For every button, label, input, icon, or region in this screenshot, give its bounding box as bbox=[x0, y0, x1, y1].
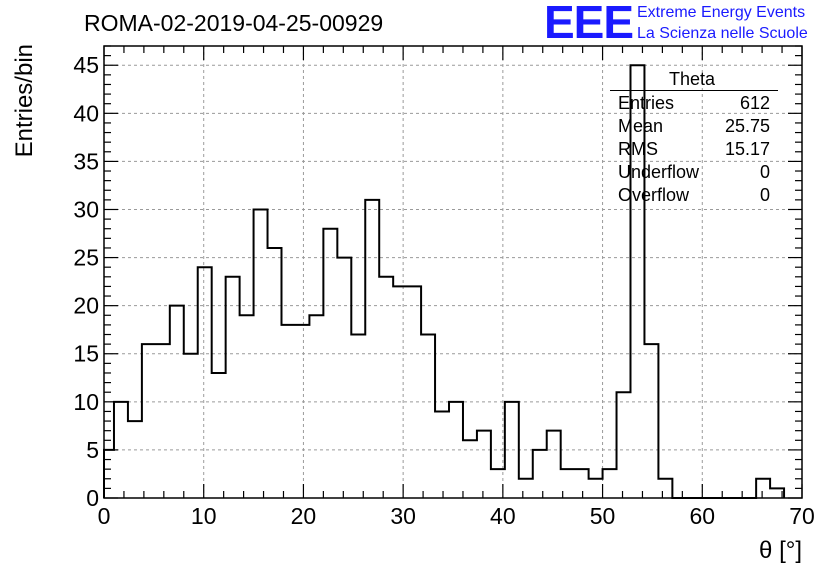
histogram-bin bbox=[658, 479, 672, 498]
y-tick-label: 40 bbox=[73, 100, 99, 126]
stats-row-entries: Entries 612 bbox=[618, 93, 770, 115]
stats-box-divider bbox=[610, 90, 778, 91]
histogram-bin bbox=[309, 315, 323, 498]
eee-logo: EEE Extreme Energy Events La Scienza nel… bbox=[540, 0, 836, 48]
histogram-bin bbox=[226, 277, 240, 498]
x-axis-label: θ [°] bbox=[759, 537, 802, 564]
x-tick-label: 60 bbox=[689, 503, 715, 529]
logo-mark: EEE bbox=[544, 0, 634, 48]
y-tick-label: 35 bbox=[73, 148, 99, 174]
histogram-bin bbox=[617, 392, 631, 498]
stats-box-title: Theta bbox=[668, 69, 716, 89]
y-tick-label: 10 bbox=[73, 389, 99, 415]
histogram-outline bbox=[103, 64, 786, 499]
y-tick-label: 25 bbox=[73, 245, 99, 271]
stats-label: Overflow bbox=[618, 185, 690, 205]
y-axis-label: Entries/bin bbox=[11, 44, 38, 157]
stats-label: Entries bbox=[618, 93, 675, 113]
x-tick-label: 30 bbox=[390, 503, 416, 529]
histogram-bin bbox=[281, 325, 295, 498]
stats-label: Mean bbox=[618, 116, 664, 136]
y-tick-label: 45 bbox=[73, 52, 99, 78]
histogram-bin bbox=[240, 315, 254, 498]
tick-labels: 0 10 20 30 40 50 60 70 0 5 10 15 20 25 30 35 40 45 bbox=[73, 52, 814, 529]
histogram-bin bbox=[644, 344, 658, 498]
x-tick-label: 20 bbox=[291, 503, 317, 529]
stats-label: Underflow bbox=[618, 162, 700, 182]
axis-ticks bbox=[103, 45, 803, 499]
x-tick-label: 70 bbox=[789, 503, 815, 529]
x-tick-label: 10 bbox=[191, 503, 217, 529]
histogram-bin bbox=[268, 248, 282, 498]
stats-value: 612 bbox=[739, 93, 770, 113]
histogram-bin bbox=[407, 286, 421, 498]
stats-value: 15.17 bbox=[724, 139, 770, 159]
histogram-bin bbox=[533, 450, 547, 498]
histogram-bin bbox=[142, 344, 156, 498]
x-tick-label: 50 bbox=[590, 503, 616, 529]
y-tick-label: 30 bbox=[73, 196, 99, 222]
y-tick-label: 20 bbox=[73, 293, 99, 319]
stats-value: 25.75 bbox=[724, 116, 770, 136]
logo-line-1: Extreme Energy Events bbox=[637, 4, 806, 21]
histogram-bin bbox=[421, 335, 435, 498]
histogram-bars bbox=[103, 64, 786, 499]
plot-frame bbox=[103, 45, 803, 499]
stats-row-rms: RMS 15.17 bbox=[618, 139, 770, 161]
histogram-bin bbox=[128, 421, 142, 498]
chart-title: ROMA-02-2019-04-25-00929 bbox=[84, 10, 384, 36]
histogram-bin bbox=[519, 479, 533, 498]
stats-row-overflow: Overflow 0 bbox=[618, 185, 770, 207]
stats-value: 0 bbox=[759, 185, 770, 205]
stats-value: 0 bbox=[759, 162, 770, 182]
histogram-bin bbox=[212, 373, 226, 498]
x-tick-label: 40 bbox=[490, 503, 516, 529]
histogram-bin bbox=[156, 344, 170, 498]
histogram-bin bbox=[295, 325, 309, 498]
histogram-bin bbox=[435, 411, 449, 498]
stats-label: RMS bbox=[618, 139, 658, 159]
histogram-bin bbox=[463, 440, 477, 498]
stats-row-underflow: Underflow 0 bbox=[618, 162, 770, 184]
histogram-bin bbox=[351, 335, 365, 498]
histogram-bin bbox=[603, 469, 617, 498]
histogram-bin bbox=[198, 267, 212, 498]
y-tick-label: 15 bbox=[73, 341, 99, 367]
stats-box: Theta Entries 612 Mean 25.75 RMS 15.17 U… bbox=[610, 66, 778, 206]
histogram-bin bbox=[589, 479, 603, 498]
histogram-bin bbox=[393, 286, 407, 498]
histogram-bin bbox=[379, 277, 393, 498]
stats-row-mean: Mean 25.75 bbox=[618, 116, 770, 138]
histogram-bin bbox=[575, 469, 589, 498]
histogram-bin bbox=[477, 431, 491, 498]
histogram-bin bbox=[365, 200, 379, 498]
y-tick-label: 0 bbox=[86, 485, 99, 511]
histogram-bin bbox=[756, 479, 770, 498]
histogram-bin bbox=[337, 258, 351, 498]
histogram-bin bbox=[323, 229, 337, 498]
y-tick-label: 5 bbox=[86, 437, 99, 463]
histogram-bin bbox=[547, 431, 561, 498]
logo-line-2: La Scienza nelle Scuole bbox=[637, 25, 808, 42]
x-tick-label: 0 bbox=[98, 503, 111, 529]
histogram-bin bbox=[184, 354, 198, 498]
